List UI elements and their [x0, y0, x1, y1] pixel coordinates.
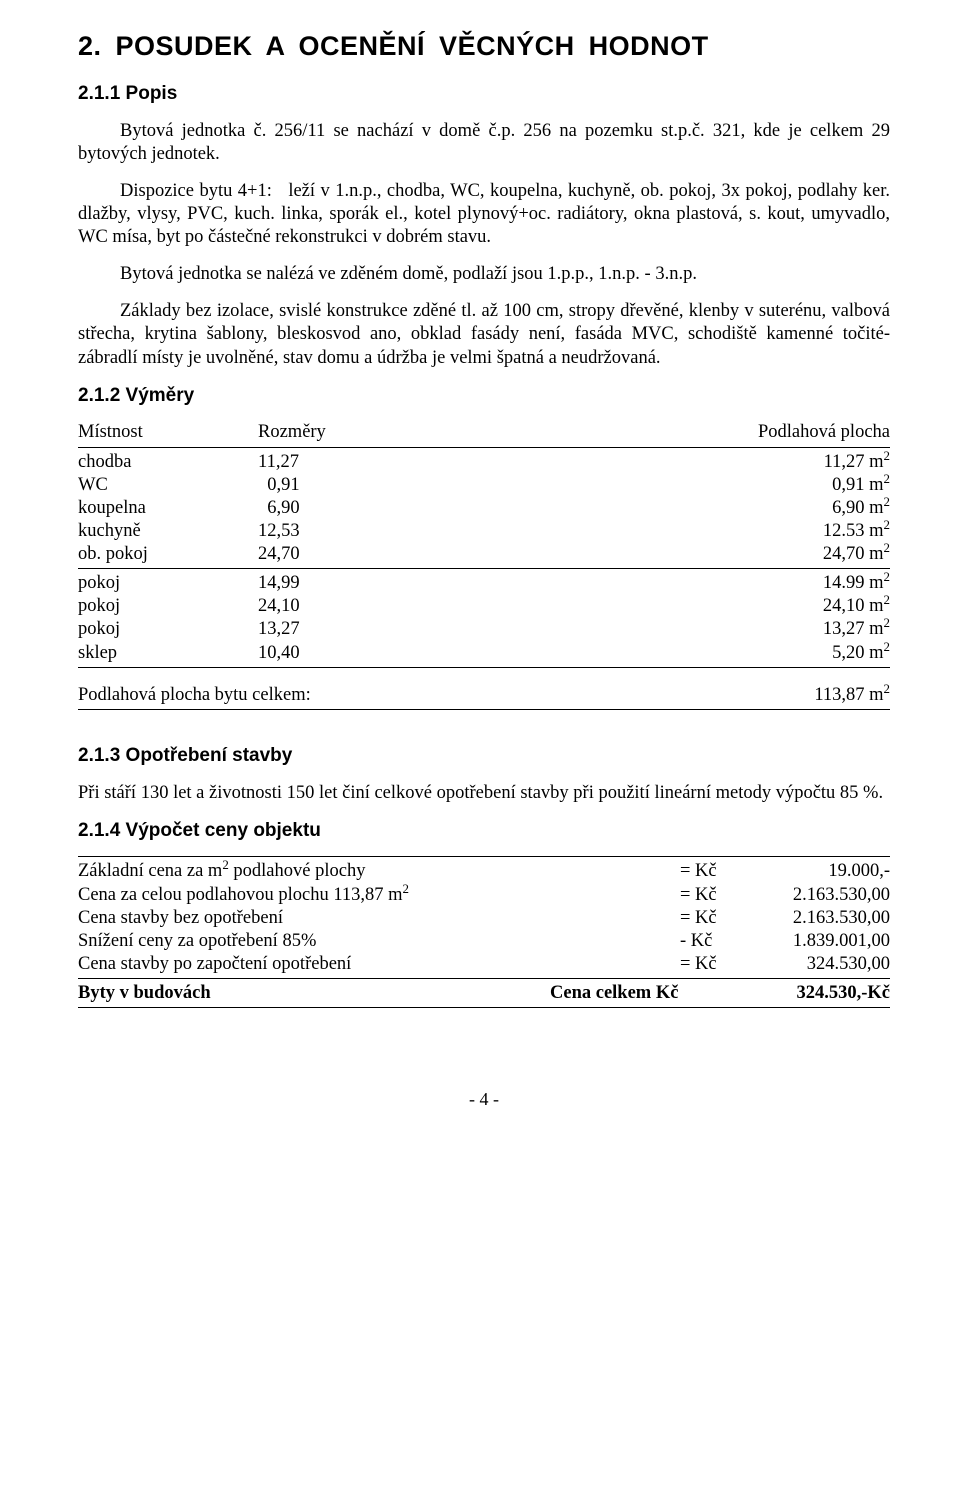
disposition-label: Dispozice bytu 4+1:	[120, 181, 272, 201]
calc-label: Cena za celou podlahovou plochu 113,87 m…	[78, 884, 680, 907]
paragraph-wear: Při stáří 130 let a životnosti 150 let č…	[78, 782, 890, 805]
calc-eq: - Kč	[680, 930, 750, 953]
room-area: 24,10 m2	[720, 595, 890, 618]
divider	[78, 856, 890, 857]
heading-2-1-4: 2.1.4 Výpočet ceny objektu	[78, 819, 890, 843]
room-name: WC	[78, 474, 258, 497]
table-row: koupelna 6,906,90 m2	[78, 497, 890, 520]
room-name: kuchyně	[78, 520, 258, 543]
table-row: ob. pokoj24,7024,70 m2	[78, 543, 890, 566]
calc-val: 2.163.530,00	[750, 884, 890, 907]
room-name: sklep	[78, 642, 258, 665]
calc-val: 19.000,-	[750, 860, 890, 883]
paragraph-disposition: Dispozice bytu 4+1: leží v 1.n.p., chodb…	[78, 180, 890, 249]
table-row: sklep10,405,20 m2	[78, 642, 890, 665]
calc-eq: = Kč	[680, 907, 750, 930]
calc-eq: = Kč	[680, 860, 750, 883]
table-row: pokoj14,9914.99 m2	[78, 572, 890, 595]
dims-col-size: Rozměry	[258, 421, 720, 444]
calc-row: Cena stavby bez opotřebení= Kč2.163.530,…	[78, 907, 890, 930]
paragraph-intro: Bytová jednotka č. 256/11 se nachází v d…	[78, 120, 890, 166]
calc-label: Snížení ceny za opotřebení 85%	[78, 930, 680, 953]
room-area: 6,90 m2	[720, 497, 890, 520]
summary-row: Byty v budovách Cena celkem Kč 324.530,-…	[78, 982, 890, 1005]
dims-col-room: Místnost	[78, 421, 258, 444]
room-dim: 24,10	[258, 595, 720, 618]
summary-val: 324.530,-Kč	[750, 982, 890, 1005]
table-row: pokoj24,1024,10 m2	[78, 595, 890, 618]
divider	[78, 447, 890, 448]
calc-label: Cena stavby po započtení opotřebení	[78, 953, 680, 976]
table-row: WC 0,910,91 m2	[78, 474, 890, 497]
divider	[78, 978, 890, 979]
calc-row: Snížení ceny za opotřebení 85% - Kč1.839…	[78, 930, 890, 953]
room-name: koupelna	[78, 497, 258, 520]
room-name: pokoj	[78, 618, 258, 641]
summary-eq: Cena celkem Kč	[550, 982, 750, 1005]
table-row: chodba11,2711,27 m2	[78, 451, 890, 474]
room-name: chodba	[78, 451, 258, 474]
total-area: 113,87 m2	[720, 684, 890, 707]
calc-row: Základní cena za m2 podlahové plochy= Kč…	[78, 860, 890, 883]
paragraph-construction: Základy bez izolace, svislé konstrukce z…	[78, 300, 890, 369]
room-area: 5,20 m2	[720, 642, 890, 665]
dims-col-area: Podlahová plocha	[720, 421, 890, 444]
calc-eq: = Kč	[680, 953, 750, 976]
calc-val: 324.530,00	[750, 953, 890, 976]
heading-2-1-2: 2.1.2 Výměry	[78, 384, 890, 408]
page-number: - 4 -	[78, 1088, 890, 1111]
room-area: 12.53 m2	[720, 520, 890, 543]
room-area: 11,27 m2	[720, 451, 890, 474]
total-label: Podlahová plocha bytu celkem:	[78, 684, 720, 707]
divider	[78, 1007, 890, 1008]
room-dim: 24,70	[258, 543, 720, 566]
divider	[78, 568, 890, 569]
calc-row: Cena za celou podlahovou plochu 113,87 m…	[78, 884, 890, 907]
calc-label: Cena stavby bez opotřebení	[78, 907, 680, 930]
calc-eq: = Kč	[680, 884, 750, 907]
room-dim: 10,40	[258, 642, 720, 665]
room-area: 13,27 m2	[720, 618, 890, 641]
room-dim: 11,27	[258, 451, 720, 474]
room-dim: 14,99	[258, 572, 720, 595]
table-row: pokoj13,2713,27 m2	[78, 618, 890, 641]
total-row: Podlahová plocha bytu celkem: 113,87 m2	[78, 684, 890, 707]
calc-row: Cena stavby po započtení opotřebení= Kč3…	[78, 953, 890, 976]
heading-2-1-3: 2.1.3 Opotřebení stavby	[78, 744, 890, 768]
room-dim: 13,27	[258, 618, 720, 641]
room-area: 0,91 m2	[720, 474, 890, 497]
room-name: pokoj	[78, 572, 258, 595]
divider	[78, 709, 890, 710]
room-name: pokoj	[78, 595, 258, 618]
room-dim: 0,91	[258, 474, 720, 497]
heading-main: 2. POSUDEK A OCENĚNÍ VĚCNÝCH HODNOT	[78, 30, 890, 64]
paragraph-location: Bytová jednotka se nalézá ve zděném domě…	[78, 263, 890, 286]
room-area: 24,70 m2	[720, 543, 890, 566]
room-dim: 6,90	[258, 497, 720, 520]
table-row: kuchyně12,5312.53 m2	[78, 520, 890, 543]
room-name: ob. pokoj	[78, 543, 258, 566]
divider	[78, 667, 890, 668]
calc-val: 1.839.001,00	[750, 930, 890, 953]
dims-header-row: Místnost Rozměry Podlahová plocha	[78, 421, 890, 444]
heading-2-1-1: 2.1.1 Popis	[78, 82, 890, 106]
summary-label: Byty v budovách	[78, 982, 550, 1005]
calc-val: 2.163.530,00	[750, 907, 890, 930]
room-area: 14.99 m2	[720, 572, 890, 595]
room-dim: 12,53	[258, 520, 720, 543]
calc-label: Základní cena za m2 podlahové plochy	[78, 860, 680, 883]
